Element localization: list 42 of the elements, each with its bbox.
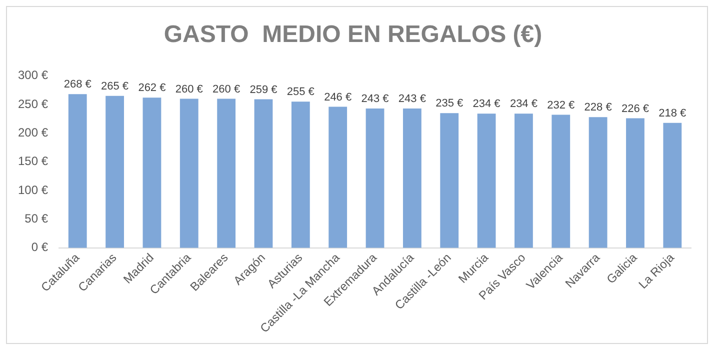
data-label: 260 €	[212, 83, 240, 96]
data-label: 243 €	[361, 93, 389, 106]
y-tick-label: 150 €	[18, 154, 48, 168]
data-label: 218 €	[658, 107, 686, 120]
y-tick-label: 0 €	[31, 240, 48, 254]
data-label: 259 €	[250, 84, 278, 96]
data-label: 268 €	[64, 78, 92, 91]
bar	[106, 96, 124, 248]
data-label: 243 €	[398, 93, 426, 106]
bar	[552, 114, 570, 248]
y-tick-label: 200 €	[18, 125, 48, 140]
bar	[254, 99, 273, 248]
data-label: 232 €	[547, 99, 575, 112]
bar	[328, 106, 348, 248]
bar	[291, 102, 310, 248]
y-tick-label: 100 €	[18, 182, 48, 197]
y-tick-label: 50 €	[24, 211, 48, 226]
data-label: 246 €	[324, 91, 352, 104]
bar	[477, 114, 496, 248]
data-label: 235 €	[436, 98, 464, 110]
data-label: 228 €	[584, 102, 612, 114]
data-label: 226 €	[621, 102, 650, 115]
data-label: 255 €	[286, 86, 314, 98]
data-label: 234 €	[510, 98, 538, 110]
data-label: 260 €	[175, 83, 203, 96]
bar	[142, 98, 162, 248]
bar	[402, 108, 422, 248]
bar	[663, 122, 682, 248]
bar	[217, 98, 236, 248]
bar	[366, 108, 384, 248]
y-tick-label: 250 €	[18, 96, 48, 111]
bar	[514, 114, 533, 248]
bar	[440, 113, 459, 248]
chart-title: GASTO MEDIO EN REGALOS (€)	[164, 21, 542, 48]
bar	[180, 98, 198, 248]
data-label: 265 €	[101, 80, 129, 92]
data-label: 262 €	[138, 82, 166, 94]
bar	[68, 94, 87, 248]
bar	[588, 117, 608, 248]
data-label: 234 €	[472, 98, 500, 110]
y-tick-label: 300 €	[18, 68, 48, 82]
bar	[626, 118, 644, 248]
